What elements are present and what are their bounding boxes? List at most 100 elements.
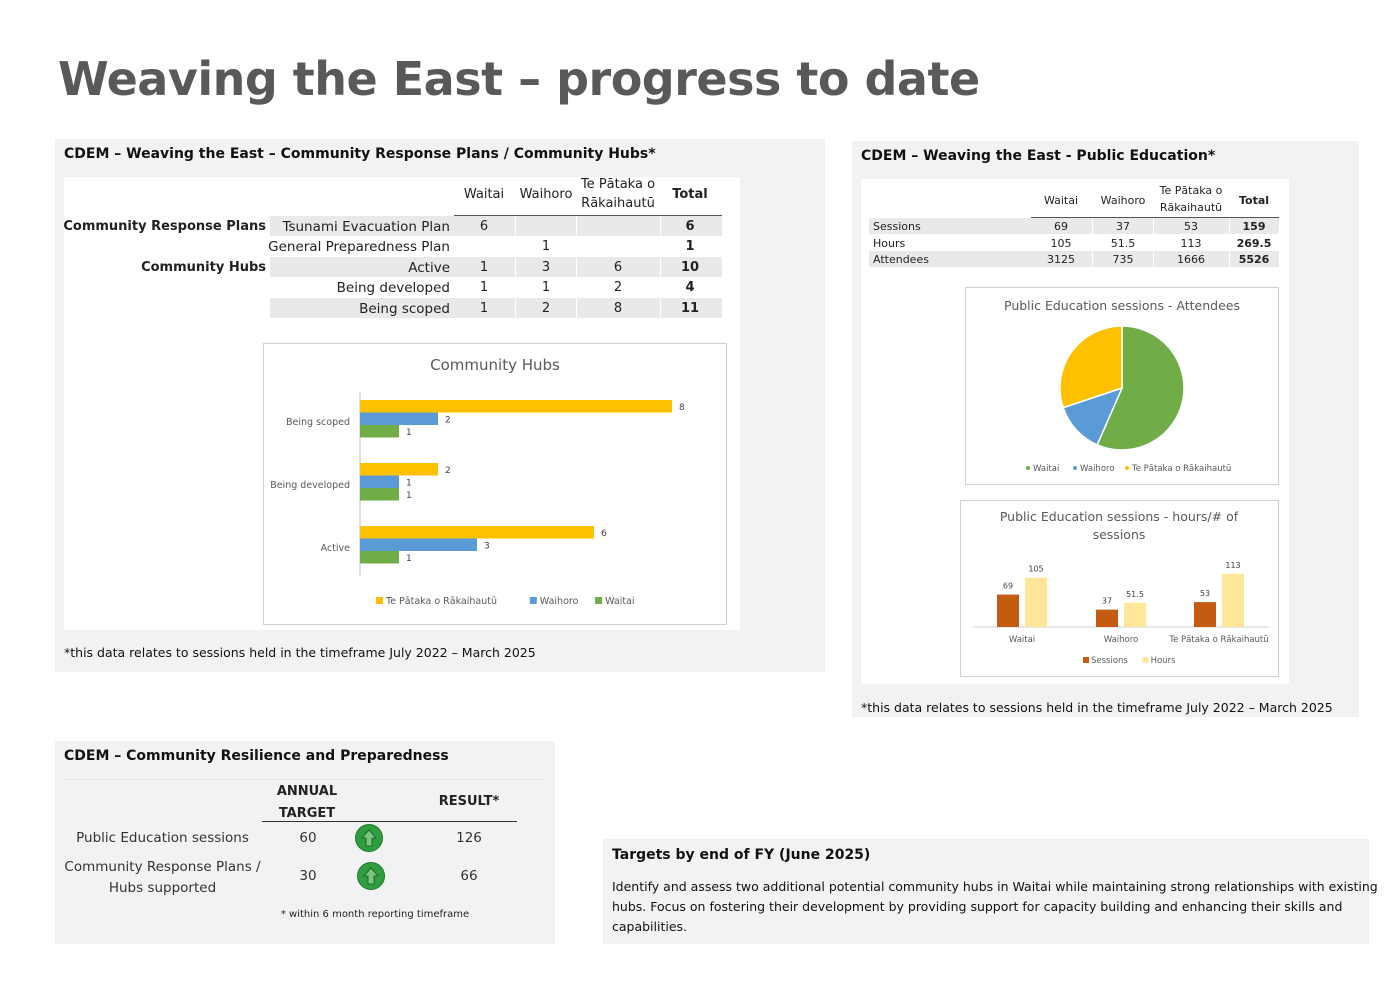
hubs-row-label: Active: [408, 260, 450, 276]
resilience-row-label-2: Hubs supported: [108, 880, 217, 896]
resilience-result: 66: [460, 868, 478, 884]
hubs-row-label: General Preparedness Plan: [268, 239, 450, 255]
legend-label: Hours: [1151, 656, 1176, 666]
page-title: Weaving the East – progress to date: [58, 52, 980, 106]
pe-col-total: Total: [1238, 194, 1270, 207]
hubs-header-rule: [454, 215, 722, 216]
hubs-col-waihoro: Waihoro: [519, 187, 573, 202]
data-label: 3: [484, 542, 490, 552]
resilience-top-rule: [64, 779, 544, 780]
pe-cell-total: 159: [1242, 220, 1266, 233]
pe-col-waitai: Waitai: [1043, 194, 1079, 207]
legend-label: Waitai: [605, 596, 634, 607]
resilience-row-label: Public Education sessions: [76, 830, 249, 846]
legend-swatch: [1073, 466, 1077, 470]
bar: [997, 594, 1019, 627]
resilience-header-rule: [262, 821, 517, 822]
data-label: 2: [445, 466, 451, 476]
hubs-col-total: Total: [672, 187, 708, 202]
public-ed-panel: CDEM – Weaving the East - Public Educati…: [852, 141, 1359, 717]
hubs-col-tepataka-1: Te Pātaka o: [580, 177, 656, 192]
resilience-footnote: * within 6 month reporting timeframe: [280, 909, 470, 920]
pe-col-divider: [1092, 218, 1093, 268]
hubs-panel-heading: CDEM – Weaving the East – Community Resp…: [64, 146, 656, 162]
data-label: 69: [1003, 582, 1013, 591]
data-label: 53: [1200, 589, 1210, 598]
public-ed-footnote: *this data relates to sessions held in t…: [861, 700, 1333, 715]
legend-label: Sessions: [1091, 656, 1128, 666]
x-tick-label: Te Pātaka o Rākaihautū: [1168, 635, 1268, 645]
bar: [360, 475, 399, 488]
legend-label: Te Pātaka o Rākaihautū: [1131, 464, 1231, 474]
pie-slice: [1096, 325, 1185, 451]
legend-label: Te Pātaka o Rākaihautū: [385, 596, 497, 607]
y-tick-label: Being scoped: [286, 417, 350, 428]
bar: [1025, 577, 1047, 627]
targets-line: hubs. Focus on fostering their developme…: [612, 899, 1343, 914]
chart-title: Public Education sessions - hours/# of: [1000, 509, 1239, 524]
community-hubs-chart-svg: Community Hubs Being scoped 8 2 1 Being devel…: [270, 356, 685, 607]
hubs-row-label: Tsunami Evacuation Plan: [282, 219, 450, 235]
pe-cell-waihoro: 51.5: [1110, 237, 1136, 250]
bar: [360, 526, 594, 539]
hubs-cell-waihoro: 1: [541, 239, 551, 254]
bar: [360, 400, 672, 413]
legend-label: Waihoro: [1080, 464, 1115, 474]
pe-row-label: Attendees: [873, 253, 929, 266]
legend-label: Waitai: [1033, 464, 1059, 474]
hubs-cell-waihoro: 2: [541, 301, 551, 316]
bar: [360, 551, 399, 564]
hubs-cell-tepataka: 6: [613, 260, 623, 275]
hubs-cell-waitai: 6: [479, 219, 489, 234]
x-tick-label: Waitai: [1009, 635, 1035, 645]
hubs-panel: CDEM – Weaving the East – Community Resp…: [55, 139, 825, 672]
data-label: 2: [445, 416, 451, 426]
hubs-cell-total: 1: [685, 239, 695, 254]
attendees-pie-chart: Public Education sessions - Attendees Wai…: [965, 287, 1279, 485]
pe-cell-waitai: 105: [1050, 237, 1072, 250]
hubs-row-shade: [270, 216, 722, 236]
hubs-cell-total: 11: [680, 301, 700, 316]
legend-swatch: [376, 597, 383, 604]
community-hubs-chart: Community Hubs Being scoped 8 2 1 Being devel…: [263, 343, 727, 625]
pe-cell-tepataka: 1666: [1177, 253, 1205, 266]
hubs-row-shade: [270, 298, 722, 318]
pe-col-divider: [1153, 218, 1154, 268]
hubs-cell-total: 4: [685, 280, 695, 295]
data-label: 1: [406, 554, 412, 564]
resilience-col-target-1: ANNUAL: [276, 784, 338, 799]
resilience-panel: CDEM – Community Resilience and Prepared…: [55, 741, 555, 944]
pe-cell-waihoro: 735: [1112, 253, 1134, 266]
hubs-group-hubs: Community Hubs: [141, 260, 266, 275]
data-label: 51.5: [1126, 590, 1144, 599]
hubs-row-label: Being scoped: [359, 301, 450, 317]
hubs-cell-tepataka: 2: [613, 280, 623, 295]
bar: [1222, 573, 1244, 627]
targets-heading: Targets by end of FY (June 2025): [612, 847, 871, 863]
hubs-col-divider: [576, 216, 577, 318]
bar: [360, 412, 438, 425]
bar: [360, 425, 399, 438]
legend-swatch: [1026, 466, 1030, 470]
bar: [1194, 602, 1216, 627]
resilience-target: 30: [299, 868, 317, 884]
pe-cell-total: 269.5: [1236, 237, 1272, 250]
hubs-col-tepataka-2: Rākaihautū: [581, 196, 655, 211]
public-ed-panel-heading: CDEM – Weaving the East - Public Educati…: [861, 148, 1216, 164]
hubs-row-shade: [270, 257, 722, 277]
targets-line: capabilities.: [612, 919, 688, 934]
data-label: 113: [1225, 561, 1240, 570]
y-tick-label: Being developed: [270, 480, 350, 491]
green-up-arrow-icon: [355, 824, 383, 852]
pe-col-waihoro: Waihoro: [1100, 194, 1146, 207]
hubs-content: Waitai Waihoro Te Pātaka o Rākaihautū To…: [63, 177, 740, 630]
targets-line: Identify and assess two additional poten…: [612, 879, 1378, 894]
pe-header-rule: [1031, 217, 1279, 218]
chart-title: sessions: [1093, 527, 1146, 542]
sessions-hours-chart: Public Education sessions - hours/# of se…: [960, 500, 1279, 677]
hubs-cell-waitai: 1: [479, 301, 489, 316]
x-tick-label: Waihoro: [1104, 635, 1139, 645]
pe-cell-tepataka: 53: [1184, 220, 1198, 233]
hubs-cell-tepataka: 8: [613, 301, 623, 316]
pe-col-divider: [1229, 218, 1230, 268]
